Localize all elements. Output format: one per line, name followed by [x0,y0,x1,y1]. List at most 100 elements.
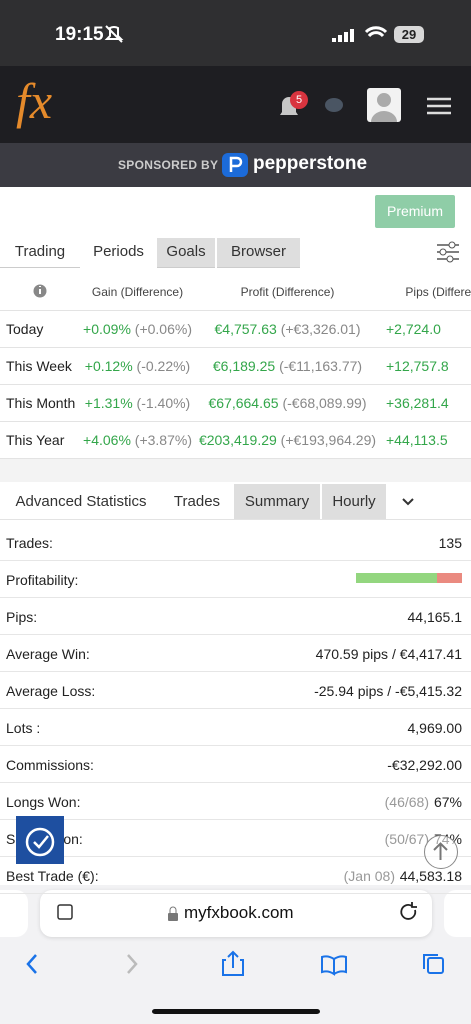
stat-detail: (50/67) [384,831,429,847]
row-divider [0,634,471,635]
profit-value: €67,664.65 [208,395,279,411]
status-bar [0,0,471,66]
stats-tab[interactable]: Summary [234,484,320,519]
stats-tab[interactable]: Hourly [322,484,386,519]
profit-diff: (+€3,326.01) [276,321,361,337]
gain-value: +0.09% [83,321,131,337]
stat-value: 135 [438,535,462,551]
gain-diff: (-1.40%) [132,395,191,411]
stat-label: Lots : [6,720,41,736]
menu-icon[interactable] [427,97,451,115]
period-tab[interactable]: Periods [82,238,155,268]
profit-diff: (-€11,163.77) [275,358,363,374]
logo[interactable]: fx [16,73,53,129]
stat-value: 67% [433,794,462,810]
row-divider [0,560,471,561]
stat-label: Longs Won: [6,794,81,810]
row-divider [0,819,471,820]
row-divider [0,597,471,598]
sponsor-label: SPONSORED BY [118,158,219,172]
browser-icons [26,902,444,1014]
profit-bar-loss [436,573,462,583]
gain-diff: (+0.06%) [130,321,192,337]
pips: +12,757.8 [386,358,449,374]
tabs-icon[interactable] [427,957,444,974]
battery-icon [394,26,424,43]
gain: +0.09% (+0.06%) [70,321,205,337]
row-divider [0,384,471,385]
profit: €6,189.25 (-€11,163.77) [195,358,380,374]
tab-peek [0,890,28,937]
accessibility-badge[interactable] [16,816,64,864]
stats-tab[interactable]: Advanced Statistics [0,484,162,519]
url[interactable]: myfxbook.com [184,903,294,922]
profit-diff: (-€68,089.99) [278,395,367,411]
forward-icon[interactable] [127,954,138,974]
row-divider [0,347,471,348]
row-divider [0,856,471,857]
separator [0,458,471,482]
pips: +36,281.4 [386,395,449,411]
stat-label: Commissions: [6,757,94,773]
period-label: This Year [6,432,65,448]
profit: €67,664.65 (-€68,089.99) [195,395,380,411]
column-header: Pips (Difference) [405,285,471,299]
stats-tab[interactable]: Trades [162,484,232,519]
gain: +0.12% (-0.22%) [70,358,205,374]
stat-value: 44,165.1 [407,609,463,625]
gain-value: +4.06% [83,432,131,448]
table-border [0,310,471,311]
profit-diff: (+€193,964.29) [276,432,377,448]
period-tab[interactable]: Trading [0,238,80,268]
more-tabs-icon[interactable] [402,498,414,506]
tab-peek [444,890,471,937]
period-label: This Month [6,395,76,411]
row-divider [0,708,471,709]
period-label: Today [6,321,44,337]
stat-label: Profitability: [6,572,79,588]
row-divider [0,458,471,459]
profit-bar-win [356,573,437,583]
profit: €4,757.63 (+€3,326.01) [195,321,380,337]
home-indicator [152,1009,320,1014]
row-divider [0,421,471,422]
signal-icon [332,29,354,42]
profit-value: €6,189.25 [212,358,276,374]
stat-label: Pips: [6,609,38,625]
reader-icon[interactable] [57,904,73,920]
pips: +44,113.5 [386,432,448,448]
row-divider [0,745,471,746]
url-bar[interactable] [40,890,432,937]
clock: 19:15 [55,24,104,45]
share-icon[interactable] [222,950,244,976]
chat-icon[interactable] [325,98,343,112]
stat-value: -25.94 pips / -€5,415.32 [314,683,462,699]
stat-value: 470.59 pips / €4,417.41 [315,646,462,662]
premium-button[interactable]: Premium [375,195,455,228]
stat-value: 44,583.18 [399,868,462,884]
period-tab[interactable]: Browser [217,238,300,268]
column-header: Profit (Difference) [240,285,335,299]
tabs-border [0,519,471,520]
mute-icon [104,25,124,43]
gain: +4.06% (+3.87%) [70,432,205,448]
row-divider [0,671,471,672]
notification-badge: 5 [290,91,308,109]
scroll-top-button[interactable] [424,835,458,869]
wifi-icon [364,26,388,38]
gain-diff: (+3.87%) [130,432,192,448]
stat-label: Trades: [6,535,53,551]
stat-label: Best Trade (€): [6,868,99,884]
row-divider [0,782,471,783]
period-tab[interactable]: Goals [157,238,215,268]
stat-detail: (Jan 08) [343,868,395,884]
pips: +2,724.0 [386,321,441,337]
sponsor-brand[interactable]: pepperstone [253,153,368,174]
gain-diff: (-0.22%) [132,358,191,374]
bookmarks-icon[interactable] [321,955,347,976]
stat-label: Average Win: [6,646,90,662]
back-icon[interactable] [26,954,37,974]
reload-icon[interactable] [400,902,417,920]
stat-detail: (46/68) [384,794,429,810]
